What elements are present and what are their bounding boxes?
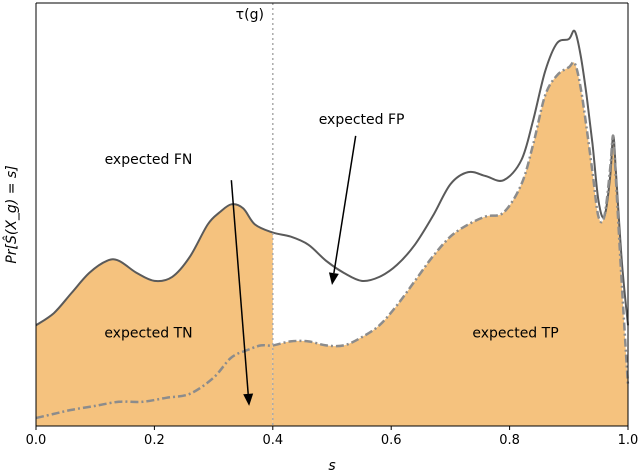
arrow-shaft bbox=[230, 180, 249, 394]
x-tick-label: 1.0 bbox=[618, 433, 639, 448]
positives-above-threshold-fill bbox=[272, 62, 628, 426]
y-axis-label: Pr[Ŝ(X_g) = s] bbox=[2, 165, 20, 263]
x-tick-label: 0.0 bbox=[26, 433, 47, 448]
negatives-below-threshold-fill bbox=[36, 204, 273, 426]
total-density-line bbox=[35, 29, 629, 327]
positive-density-line bbox=[35, 60, 630, 420]
annotation-label: expected FP bbox=[319, 112, 405, 128]
x-tick-label: 0.2 bbox=[144, 433, 165, 448]
arrow-head bbox=[328, 272, 339, 285]
arrow-shaft bbox=[333, 135, 357, 274]
x-tick-label: 0.6 bbox=[381, 433, 402, 448]
threshold-label: τ(g) bbox=[236, 7, 264, 23]
arrow-head bbox=[243, 393, 254, 406]
plot-area bbox=[35, 3, 630, 426]
annotations: expected FP expected FN expected TN expecte… bbox=[104, 112, 559, 406]
x-axis-label: s bbox=[328, 458, 335, 472]
x-ticks: 0.0 0.2 0.4 0.6 0.8 1.0 bbox=[26, 426, 639, 448]
x-axis: 0.0 0.2 0.4 0.6 0.8 1.0 bbox=[26, 425, 639, 448]
x-tick-label: 0.4 bbox=[262, 433, 283, 448]
annotation-label: expected TN bbox=[104, 325, 192, 341]
annotation-label: expected FN bbox=[105, 152, 193, 168]
annotation-label: expected TP bbox=[472, 325, 558, 341]
x-tick-label: 0.8 bbox=[499, 433, 520, 448]
